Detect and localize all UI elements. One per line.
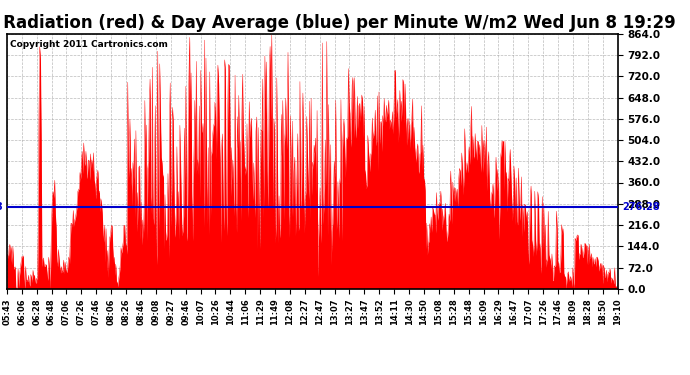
Title: Solar Radiation (red) & Day Average (blue) per Minute W/m2 Wed Jun 8 19:29: Solar Radiation (red) & Day Average (blu… [0,14,676,32]
Text: 276.28: 276.28 [622,202,660,212]
Text: 276.28: 276.28 [0,202,3,212]
Text: Copyright 2011 Cartronics.com: Copyright 2011 Cartronics.com [10,40,168,49]
